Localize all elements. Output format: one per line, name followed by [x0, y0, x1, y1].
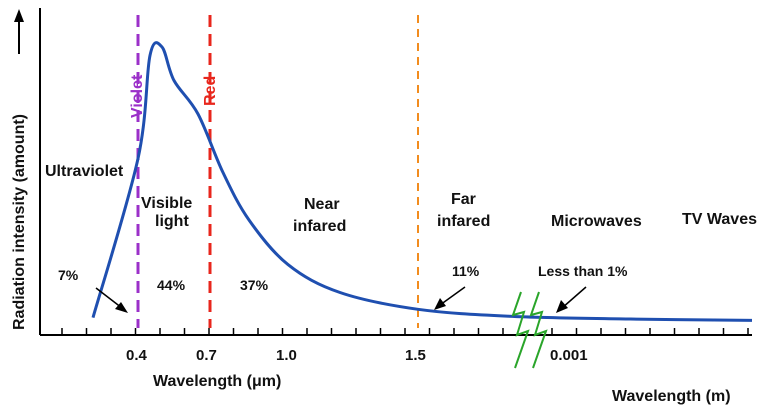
x-tick-label: 0.7 — [196, 347, 217, 364]
x-tick-label: 0.4 — [126, 347, 148, 364]
x-axis-secondary-title: Wavelength (m) — [612, 388, 731, 405]
region-label-visible-light: Visible — [141, 195, 192, 212]
x-tick-label: 0.001 — [550, 347, 588, 364]
x-axis-minor-ticks — [61, 328, 749, 335]
region-label-near-infrared: infared — [293, 218, 346, 235]
x-tick-label: 1.5 — [405, 347, 426, 364]
axis-break-mark — [511, 291, 548, 369]
pointer-arrow-ultraviolet — [95, 287, 128, 313]
y-axis-label: Radiation intensity (amount) — [11, 114, 28, 330]
region-label-visible-light: light — [155, 213, 189, 230]
region-label-tv-waves: TV Waves — [682, 211, 757, 228]
region-label-far-infrared: infared — [437, 213, 490, 230]
y-axis-arrow-head — [14, 9, 24, 22]
x-axis-title: Wavelength (μm) — [153, 373, 281, 390]
region-share-ultraviolet: 7% — [58, 267, 79, 283]
region-label-ultraviolet: Ultraviolet — [45, 163, 124, 180]
pointer-arrow-far-infrared — [434, 286, 466, 310]
region-label-microwaves: Microwaves — [551, 213, 642, 230]
intensity-curve-line — [91, 41, 753, 322]
region-share-far-infrared: 11% — [452, 263, 480, 279]
region-share-visible-light: 44% — [157, 277, 186, 293]
region-share-near-infrared: 37% — [240, 277, 269, 293]
red-marker-label: Red — [202, 76, 219, 106]
region-share-microwaves: Less than 1% — [538, 263, 628, 279]
x-tick-label: 1.0 — [276, 347, 297, 364]
region-label-near-infrared: Near — [304, 196, 340, 213]
region-label-far-infrared: Far — [451, 191, 476, 208]
violet-marker-label: Violet — [129, 74, 146, 118]
pointer-arrow-microwaves — [556, 286, 587, 313]
